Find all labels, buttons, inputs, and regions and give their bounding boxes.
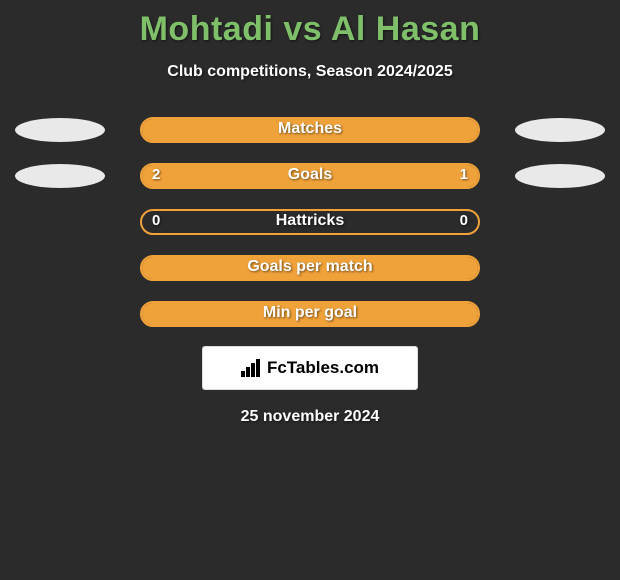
bar-fill-left xyxy=(142,165,364,187)
date-line: 25 november 2024 xyxy=(0,408,620,426)
bar-fill-left xyxy=(142,257,478,279)
page-title: Mohtadi vs Al Hasan xyxy=(0,0,620,49)
bar-fill-right xyxy=(364,165,478,187)
bar-track xyxy=(140,117,480,143)
player-marker-left xyxy=(15,118,105,142)
player-marker-right xyxy=(515,164,605,188)
bar-fill-left xyxy=(142,303,478,325)
stats-card: Mohtadi vs Al Hasan Club competitions, S… xyxy=(0,0,620,580)
subtitle: Club competitions, Season 2024/2025 xyxy=(0,63,620,81)
bar-fill-left xyxy=(142,119,478,141)
chart-area: Matches Goals21 Hattricks00 Goals per match… xyxy=(0,116,620,328)
player-marker-left xyxy=(15,164,105,188)
stat-row: Matches xyxy=(0,116,620,144)
stat-row: Min per goal xyxy=(0,300,620,328)
brand-box[interactable]: FcTables.com xyxy=(202,346,418,390)
bar-track xyxy=(140,209,480,235)
stat-row: Goals per match xyxy=(0,254,620,282)
stat-row: Hattricks00 xyxy=(0,208,620,236)
player-marker-right xyxy=(515,118,605,142)
bar-track xyxy=(140,163,480,189)
stat-row: Goals21 xyxy=(0,162,620,190)
brand-text: FcTables.com xyxy=(267,358,379,378)
bar-chart-icon xyxy=(241,359,263,377)
bar-track xyxy=(140,301,480,327)
bar-track xyxy=(140,255,480,281)
